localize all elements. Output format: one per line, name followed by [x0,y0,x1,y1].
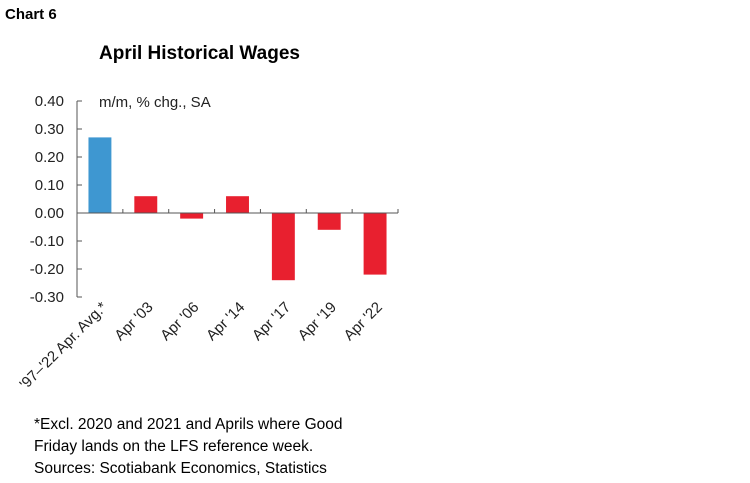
y-axis: 0.40 0.30 0.20 0.10 0.00 -0.10 -0.20 -0.30 [30,93,82,306]
y-tick-label: 0.40 [35,93,64,110]
y-tick-label: -0.20 [30,261,64,278]
y-tick-label: -0.30 [30,289,64,306]
y-tick-label: 0.30 [35,121,64,138]
bar [88,137,112,213]
x-tick-label: Apr '19 [295,299,340,344]
bar [271,213,295,281]
footnote-line: *Excl. 2020 and 2021 and Aprils where Go… [34,416,343,433]
x-tick-label: Apr '03 [111,299,156,344]
x-tick-label: '97–'22 Apr. Avg.* [16,299,110,393]
y-tick-label: 0.00 [35,205,64,222]
unit-label: m/m, % chg., SA [99,94,211,111]
bar [226,196,249,213]
x-tick-label: Apr '14 [203,299,248,344]
bar [317,213,341,230]
bars [88,137,387,281]
y-tick-label: 0.20 [35,149,64,166]
bar [134,196,158,213]
chart-title: April Historical Wages [99,43,300,64]
x-tick-label: Apr '22 [341,299,386,344]
footnote-line: Sources: Scotiabank Economics, Statistic… [34,460,327,477]
y-tick-label: 0.10 [35,177,64,194]
footnote: *Excl. 2020 and 2021 and Aprils where Go… [34,414,343,480]
chart-number-label: Chart 6 [5,6,57,23]
bar [363,213,387,275]
footnote-line: Friday lands on the LFS reference week. [34,438,314,455]
x-tick-label: Apr '06 [157,299,202,344]
x-axis: '97–'22 Apr. Avg.* Apr '03 Apr '06 Apr '14 A… [16,209,399,393]
bar [180,213,204,219]
y-tick-label: -0.10 [30,233,64,250]
x-tick-label: Apr '17 [249,299,294,344]
